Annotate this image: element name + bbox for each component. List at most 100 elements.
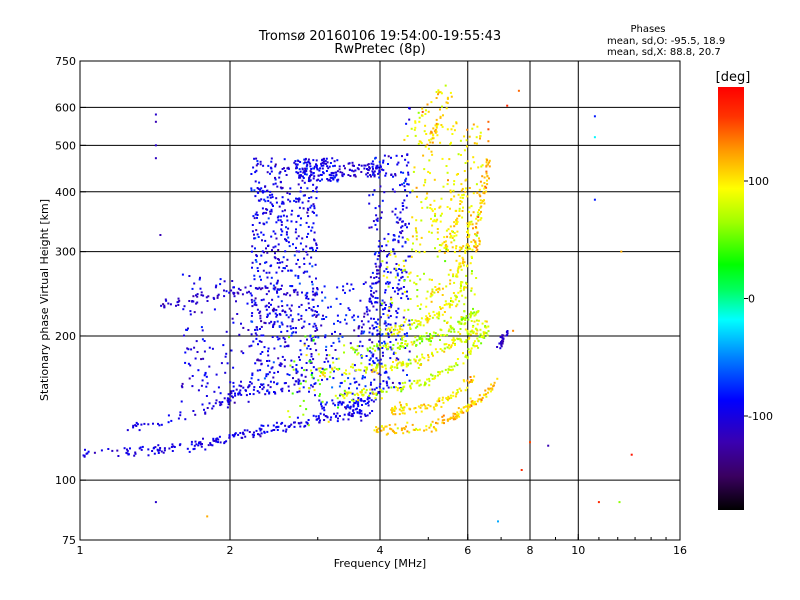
scatter-point bbox=[458, 210, 461, 212]
scatter-point bbox=[319, 167, 322, 170]
scatter-point bbox=[332, 402, 335, 405]
scatter-point bbox=[446, 322, 448, 324]
scatter-point bbox=[338, 367, 341, 370]
scatter-point bbox=[321, 167, 324, 170]
scatter-point bbox=[396, 342, 399, 345]
scatter-point bbox=[252, 393, 255, 396]
scatter-point bbox=[325, 401, 328, 404]
scatter-point bbox=[206, 382, 209, 385]
scatter-point bbox=[336, 412, 339, 415]
scatter-point bbox=[385, 433, 388, 436]
scatter-point bbox=[331, 399, 334, 402]
scatter-point bbox=[452, 275, 454, 278]
scatter-point bbox=[136, 423, 139, 426]
scatter-point bbox=[450, 241, 453, 244]
scatter-point bbox=[456, 389, 459, 391]
scatter-point bbox=[295, 368, 298, 371]
scatter-point bbox=[395, 316, 398, 319]
scatter-point bbox=[431, 278, 433, 281]
scatter-point bbox=[431, 337, 434, 340]
scatter-point bbox=[406, 276, 409, 278]
scatter-point bbox=[358, 345, 361, 348]
scatter-point bbox=[345, 373, 348, 376]
scatter-point bbox=[477, 219, 480, 222]
scatter-point bbox=[425, 109, 427, 112]
scatter-point bbox=[317, 367, 320, 370]
scatter-point bbox=[229, 381, 232, 384]
scatter-point bbox=[441, 421, 444, 424]
scatter-point bbox=[358, 412, 361, 415]
scatter-point bbox=[448, 158, 451, 161]
scatter-points bbox=[82, 84, 633, 523]
scatter-point bbox=[426, 290, 429, 293]
scatter-point bbox=[398, 330, 401, 333]
scatter-point bbox=[199, 276, 201, 279]
scatter-point bbox=[474, 241, 477, 243]
scatter-point bbox=[448, 344, 450, 347]
scatter-point bbox=[273, 288, 276, 291]
scatter-point bbox=[264, 285, 267, 288]
scatter-point bbox=[439, 371, 441, 374]
scatter-point bbox=[172, 445, 175, 448]
scatter-point bbox=[458, 387, 461, 390]
scatter-point bbox=[499, 336, 502, 339]
scatter-point bbox=[306, 270, 309, 273]
scatter-point bbox=[382, 390, 384, 393]
scatter-point bbox=[374, 223, 377, 226]
scatter-point bbox=[436, 228, 439, 230]
scatter-point bbox=[167, 302, 170, 305]
scatter-point bbox=[434, 404, 437, 407]
scatter-point bbox=[450, 346, 452, 349]
scatter-point bbox=[269, 282, 272, 285]
scatter-point bbox=[468, 223, 470, 226]
scatter-point bbox=[455, 305, 458, 308]
scatter-point bbox=[333, 176, 336, 179]
scatter-point bbox=[406, 332, 408, 335]
scatter-point bbox=[297, 183, 300, 186]
scatter-point bbox=[284, 238, 286, 241]
scatter-point bbox=[405, 271, 408, 274]
scatter-point bbox=[321, 299, 324, 302]
scatter-point bbox=[459, 196, 462, 199]
scatter-point bbox=[407, 238, 410, 241]
scatter-point bbox=[162, 303, 165, 306]
scatter-point bbox=[460, 281, 463, 283]
scatter-point bbox=[313, 205, 316, 208]
scatter-point bbox=[322, 171, 324, 174]
scatter-point bbox=[287, 385, 290, 388]
scatter-point bbox=[309, 334, 312, 337]
scatter-point bbox=[399, 328, 402, 330]
scatter-point bbox=[413, 322, 416, 324]
scatter-point bbox=[453, 235, 456, 238]
scatter-point bbox=[231, 434, 234, 437]
scatter-point bbox=[397, 239, 400, 242]
scatter-point bbox=[341, 335, 344, 338]
scatter-point bbox=[443, 304, 446, 306]
scatter-point bbox=[402, 386, 405, 389]
scatter-point bbox=[402, 369, 405, 372]
scatter-point bbox=[346, 282, 349, 285]
scatter-point bbox=[200, 291, 203, 294]
scatter-point bbox=[259, 188, 261, 191]
scatter-point bbox=[306, 291, 309, 294]
scatter-point bbox=[408, 319, 411, 322]
scatter-point bbox=[475, 328, 478, 331]
scatter-point bbox=[291, 320, 294, 323]
scatter-point bbox=[350, 365, 352, 368]
scatter-point bbox=[469, 397, 472, 400]
scatter-point bbox=[476, 211, 479, 214]
scatter-point bbox=[183, 305, 186, 308]
scatter-point bbox=[296, 370, 299, 373]
scatter-point bbox=[317, 353, 320, 356]
scatter-point bbox=[472, 342, 475, 345]
scatter-point bbox=[287, 269, 290, 272]
scatter-point bbox=[395, 310, 398, 313]
scatter-point bbox=[442, 414, 445, 417]
scatter-point bbox=[447, 250, 449, 252]
scatter-point bbox=[281, 323, 284, 326]
scatter-point bbox=[443, 251, 446, 254]
scatter-point bbox=[248, 384, 251, 387]
scatter-point bbox=[351, 169, 353, 172]
scatter-point bbox=[370, 364, 373, 367]
